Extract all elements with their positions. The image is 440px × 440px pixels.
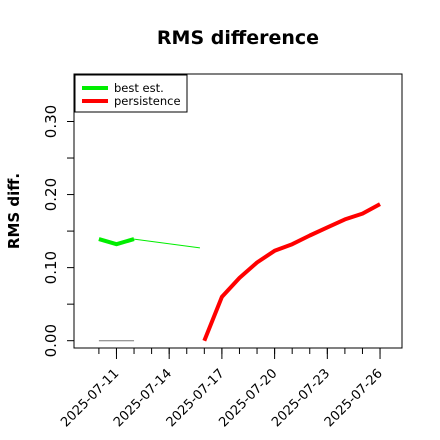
legend-box <box>74 74 188 113</box>
series-line-best-est <box>98 237 135 247</box>
connector-lines <box>98 238 200 342</box>
x-axis: 2025-07-112025-07-142025-07-172025-07-20… <box>58 348 386 430</box>
series-lines <box>98 202 381 342</box>
y-tick-label: 0.00 <box>42 324 60 357</box>
y-axis-label: RMS diff. <box>5 173 23 249</box>
y-tick-label: 0.30 <box>42 105 60 138</box>
legend: best est. persistence <box>74 74 188 113</box>
connector-line <box>133 238 200 249</box>
series-line-persistence <box>202 202 381 342</box>
y-tick-label: 0.10 <box>42 251 60 284</box>
legend-label-persistence: persistence <box>114 94 181 108</box>
plot-frame <box>73 73 403 349</box>
y-axis: 0.00 0.10 0.20 0.30 <box>42 105 74 357</box>
y-tick-label: 0.20 <box>42 178 60 211</box>
chart-title: RMS difference <box>157 27 319 49</box>
legend-label-best-est: best est. <box>114 81 164 95</box>
